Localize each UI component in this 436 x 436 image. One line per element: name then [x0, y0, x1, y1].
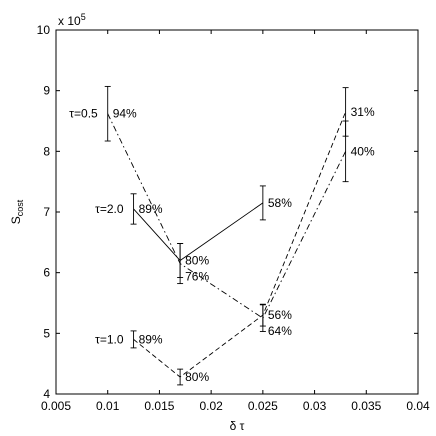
percent-label: 80% [185, 370, 209, 384]
series-label: τ=2.0 [95, 202, 124, 216]
error-bar [177, 368, 184, 386]
percent-label: 31% [351, 105, 375, 119]
series-2: 89% 80% 58% τ=2.0 [95, 185, 292, 278]
percent-label: 89% [139, 332, 163, 346]
x-tick-label: 0.035 [351, 399, 381, 413]
error-bar [259, 303, 266, 327]
error-bar [259, 185, 266, 221]
plot-area [55, 29, 419, 395]
y-tick-label: 8 [43, 144, 50, 158]
series-line [133, 111, 347, 378]
y-axis-label: Scost [9, 199, 25, 224]
error-bar [177, 243, 184, 278]
exponent-power: 5 [81, 12, 86, 22]
error-bar [130, 193, 137, 225]
exponent-label: x 105 [58, 12, 86, 28]
x-tick-label: 0.04 [406, 399, 430, 413]
y-tick-label: 6 [43, 266, 50, 280]
x-tick-label: 0.015 [144, 399, 174, 413]
y-axis-label-sub: cost [15, 199, 25, 216]
axis-ticks: 0.005 0.01 0.015 0.02 0.025 0.03 0.035 0.04 4 5 6 7… [37, 23, 430, 413]
x-tick-label: 0.01 [96, 399, 120, 413]
series-label: τ=1.0 [95, 332, 124, 346]
y-tick-label: 9 [43, 84, 50, 98]
percent-label: 89% [139, 202, 163, 216]
percent-label: 58% [268, 196, 292, 210]
x-tick-label: 0.025 [248, 399, 278, 413]
percent-label: 94% [113, 107, 137, 121]
y-tick-label: 4 [43, 387, 50, 401]
x-axis-label: δ τ [230, 419, 245, 433]
series-3: 89% 80% 56% 31% τ=1.0 [95, 87, 375, 386]
series-label: τ=0.5 [69, 107, 98, 121]
series-layer: 94% 76% 64% 40% τ=0.5 89% 80% 58% τ=2.0 89% 80% 56%… [69, 85, 375, 386]
y-tick-label: 7 [43, 205, 50, 219]
x-tick-label: 0.005 [41, 399, 71, 413]
percent-label: 40% [351, 144, 375, 158]
x-tick-label: 0.03 [303, 399, 327, 413]
percent-label: 76% [185, 270, 209, 284]
error-bar [342, 87, 349, 137]
series-1: 94% 76% 64% 40% τ=0.5 [69, 85, 375, 338]
y-tick-label: 5 [43, 326, 50, 340]
y-tick-label: 10 [37, 23, 51, 37]
x-tick-label: 0.02 [199, 399, 223, 413]
error-bar [130, 330, 137, 349]
series-line [107, 113, 347, 319]
percent-label: 64% [268, 324, 292, 338]
percent-label: 56% [268, 308, 292, 322]
percent-label: 80% [185, 254, 209, 268]
error-bar [104, 85, 111, 142]
